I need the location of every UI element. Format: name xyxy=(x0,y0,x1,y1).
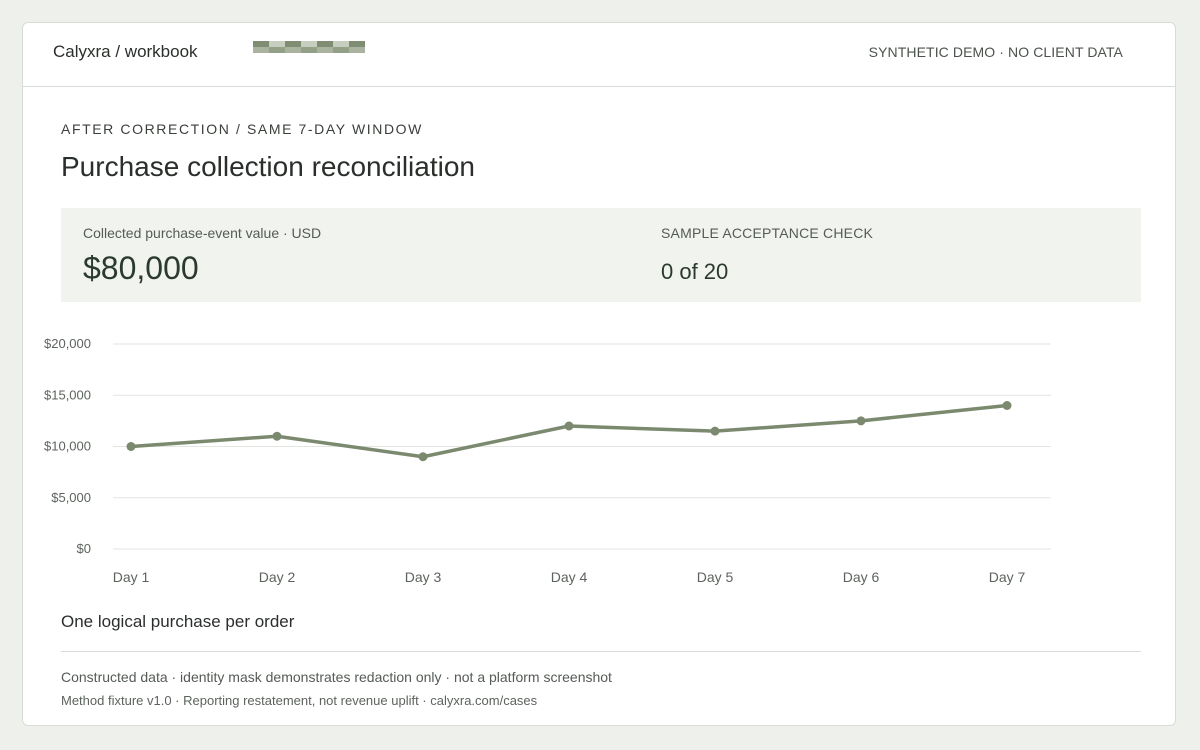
footer-method: Method fixture v1.0 · Reporting restatem… xyxy=(61,693,538,708)
mask-cell xyxy=(301,47,309,53)
mask-cell xyxy=(325,41,333,47)
x-tick-label: Day 4 xyxy=(551,569,588,585)
mask-cell xyxy=(333,47,341,53)
mask-cell xyxy=(269,41,277,47)
y-tick-label: $15,000 xyxy=(44,387,91,402)
y-tick-label: $20,000 xyxy=(44,336,91,351)
mask-cell xyxy=(325,47,333,53)
data-point xyxy=(564,421,574,431)
footer-divider xyxy=(61,651,1141,652)
x-tick-label: Day 1 xyxy=(113,569,150,585)
mask-cell xyxy=(317,47,325,53)
data-point xyxy=(272,431,282,441)
collected-value: $80,000 xyxy=(83,250,199,286)
mask-cell xyxy=(261,47,269,53)
mask-cell xyxy=(349,47,357,53)
collected-value-label: Collected purchase-event value · USD xyxy=(83,225,322,241)
mask-cell xyxy=(357,47,365,53)
page-title: Purchase collection reconciliation xyxy=(61,151,475,182)
data-point xyxy=(418,452,428,462)
identity-mask xyxy=(253,41,365,53)
y-tick-label: $0 xyxy=(77,541,91,556)
mask-cell xyxy=(309,47,317,53)
mask-cell xyxy=(317,41,325,47)
y-tick-label: $5,000 xyxy=(51,490,91,505)
mask-cell xyxy=(357,41,365,47)
mask-cell xyxy=(301,41,309,47)
acceptance-check-value: 0 of 20 xyxy=(661,259,729,284)
mask-cell xyxy=(309,41,317,47)
line-chart: $0 $5,000 $10,000 $15,000 $20,000 Day 1 Day 2 D… xyxy=(44,336,1051,585)
top-bar: Calyxra / workbook SYNTHETIC DEMO · NO C… xyxy=(23,23,1175,87)
mask-cell xyxy=(277,47,285,53)
mask-cell xyxy=(253,47,261,53)
report-card: Calyxra / workbook SYNTHETIC DEMO · NO C… xyxy=(22,22,1176,726)
mask-cell xyxy=(341,41,349,47)
data-point xyxy=(856,416,866,426)
mask-cell xyxy=(285,47,293,53)
x-tick-label: Day 3 xyxy=(405,569,442,585)
mask-cell xyxy=(341,47,349,53)
y-tick-label: $10,000 xyxy=(44,439,91,454)
metrics-panel: Collected purchase-event value · USD $80… xyxy=(61,208,1141,302)
data-point xyxy=(1002,401,1012,410)
x-tick-label: Day 5 xyxy=(697,569,734,585)
chart-caption: One logical purchase per order xyxy=(61,612,295,631)
mask-cell xyxy=(269,47,277,53)
data-point xyxy=(710,426,720,436)
eyebrow-label: AFTER CORRECTION / SAME 7-DAY WINDOW xyxy=(61,121,423,137)
mask-cell xyxy=(277,41,285,47)
brand-title: Calyxra / workbook xyxy=(53,42,198,61)
series-line xyxy=(129,403,1009,459)
mask-cell xyxy=(349,41,357,47)
x-tick-label: Day 6 xyxy=(843,569,880,585)
mask-cell xyxy=(333,41,341,47)
demo-label: SYNTHETIC DEMO · NO CLIENT DATA xyxy=(868,44,1123,60)
mask-cell xyxy=(261,41,269,47)
mask-cell xyxy=(293,41,301,47)
mask-cell xyxy=(293,47,301,53)
x-tick-label: Day 7 xyxy=(989,569,1026,585)
footer-note: Constructed data · identity mask demonst… xyxy=(61,669,612,685)
x-tick-label: Day 2 xyxy=(259,569,296,585)
acceptance-check-label: SAMPLE ACCEPTANCE CHECK xyxy=(661,225,874,241)
mask-cell xyxy=(285,41,293,47)
mask-cell xyxy=(253,41,261,47)
data-point xyxy=(126,442,136,451)
